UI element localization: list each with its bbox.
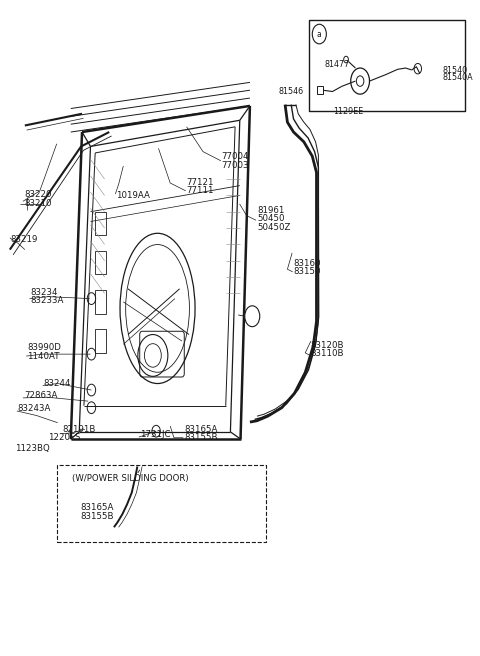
Text: 77004: 77004	[222, 152, 249, 161]
Bar	[95, 251, 107, 274]
Text: 83234: 83234	[30, 287, 58, 297]
Circle shape	[245, 306, 260, 327]
Text: 83220: 83220	[24, 190, 51, 199]
Text: 83210: 83210	[24, 199, 51, 208]
Text: 81540A: 81540A	[442, 73, 473, 83]
Text: 83233A: 83233A	[30, 296, 64, 305]
Text: 77003: 77003	[222, 161, 249, 170]
Text: 83990D: 83990D	[27, 343, 61, 352]
Text: 83110B: 83110B	[311, 349, 344, 358]
Text: 1731JC: 1731JC	[140, 430, 170, 439]
Text: 50450Z: 50450Z	[257, 223, 290, 232]
Text: 82191B: 82191B	[62, 425, 96, 434]
Text: a: a	[317, 30, 322, 39]
Text: a: a	[250, 312, 254, 321]
Text: 1019AA: 1019AA	[116, 191, 150, 200]
Text: 83165A: 83165A	[184, 425, 217, 434]
Text: 1129EE: 1129EE	[333, 107, 363, 116]
Text: 1140AT: 1140AT	[27, 352, 60, 361]
Text: 50450: 50450	[257, 215, 285, 224]
Bar	[95, 290, 107, 314]
Text: 81540: 81540	[442, 66, 468, 75]
Text: 1123BQ: 1123BQ	[15, 444, 50, 453]
Text: 83165A: 83165A	[80, 503, 114, 512]
Text: 77121: 77121	[187, 178, 214, 187]
Text: 83155B: 83155B	[80, 512, 114, 521]
Text: 1220FS: 1220FS	[48, 434, 81, 442]
Text: 72863A: 72863A	[24, 391, 57, 400]
Text: 83160: 83160	[294, 259, 321, 268]
Text: 77111: 77111	[187, 186, 214, 195]
Text: 83155B: 83155B	[184, 434, 218, 442]
Text: 83244: 83244	[44, 379, 71, 388]
Bar	[95, 212, 107, 236]
Text: 83219: 83219	[11, 236, 38, 244]
Text: 83243A: 83243A	[18, 404, 51, 413]
Text: 81546: 81546	[279, 87, 304, 96]
Text: 81961: 81961	[257, 206, 284, 215]
Bar	[316, 87, 323, 94]
Text: 83150: 83150	[294, 268, 321, 276]
Text: (W/POWER SILDING DOOR): (W/POWER SILDING DOOR)	[72, 474, 188, 483]
Bar	[95, 329, 107, 353]
Text: 81477: 81477	[324, 60, 349, 70]
Text: 83120B: 83120B	[311, 340, 344, 350]
